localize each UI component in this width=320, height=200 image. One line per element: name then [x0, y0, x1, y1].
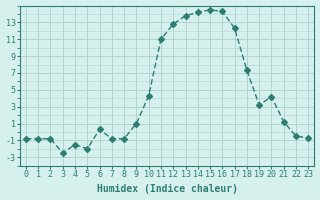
X-axis label: Humidex (Indice chaleur): Humidex (Indice chaleur)	[97, 184, 237, 194]
